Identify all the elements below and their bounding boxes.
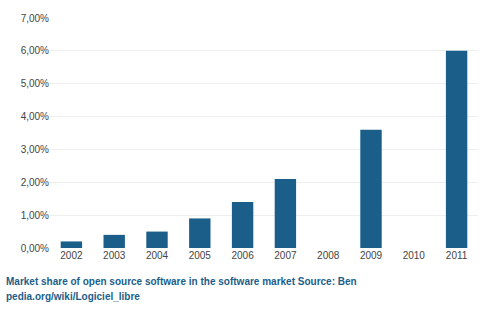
svg-text:2010: 2010 [403,250,426,261]
svg-text:Market share of open source so: Market share of open source software in … [6,276,357,287]
svg-text:2006: 2006 [231,250,254,261]
svg-text:7,00%: 7,00% [21,13,49,24]
svg-text:pedia.org/wiki/Logiciel_libre: pedia.org/wiki/Logiciel_libre [6,291,140,302]
svg-text:0,00%: 0,00% [21,243,49,254]
svg-text:2005: 2005 [189,250,212,261]
svg-text:3,00%: 3,00% [21,144,49,155]
svg-text:5,00%: 5,00% [21,78,49,89]
svg-text:2009: 2009 [360,250,383,261]
svg-text:2003: 2003 [103,250,126,261]
svg-text:2008: 2008 [317,250,340,261]
svg-text:2011: 2011 [446,250,468,261]
svg-text:1,00%: 1,00% [21,210,49,221]
svg-text:6,00%: 6,00% [21,45,49,56]
svg-text:2,00%: 2,00% [21,177,49,188]
svg-text:2007: 2007 [274,250,297,261]
svg-text:2004: 2004 [146,250,169,261]
svg-text:4,00%: 4,00% [21,111,49,122]
svg-text:2002: 2002 [60,250,83,261]
